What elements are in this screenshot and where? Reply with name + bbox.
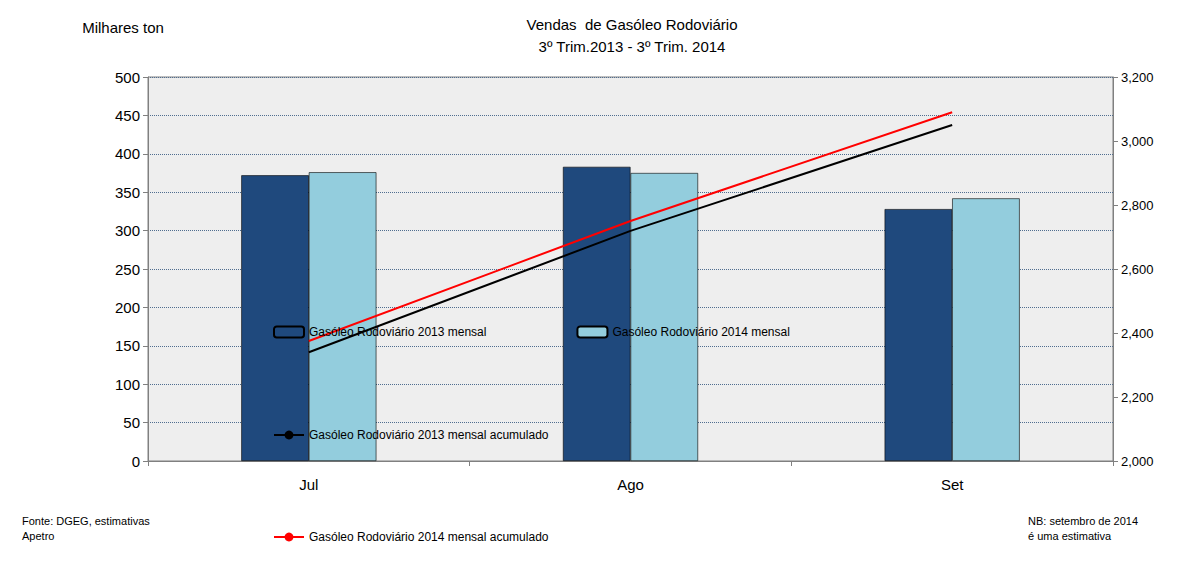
- svg-text:2,800: 2,800: [1121, 198, 1154, 213]
- svg-text:3,000: 3,000: [1121, 134, 1154, 149]
- svg-text:Fonte: DGEG, estimativas: Fonte: DGEG, estimativas: [22, 515, 150, 527]
- svg-text:NB: setembro de 2014: NB: setembro de 2014: [1028, 515, 1138, 527]
- svg-text:Gasóleo Rodoviário 2014 mensal: Gasóleo Rodoviário 2014 mensal acumulado: [309, 530, 549, 544]
- svg-text:3º Trim.2013 - 3º Trim. 2014: 3º Trim.2013 - 3º Trim. 2014: [539, 38, 726, 55]
- svg-text:500: 500: [115, 69, 140, 86]
- svg-text:2,600: 2,600: [1121, 262, 1154, 277]
- svg-text:450: 450: [115, 107, 140, 124]
- svg-text:Gasóleo Rodoviário 2013 mensal: Gasóleo Rodoviário 2013 mensal: [309, 325, 486, 339]
- svg-text:100: 100: [115, 376, 140, 393]
- svg-text:Apetro: Apetro: [22, 530, 54, 542]
- svg-text:Milhares ton: Milhares ton: [82, 19, 164, 36]
- svg-text:Gasóleo Rodoviário 2014 mensal: Gasóleo Rodoviário 2014 mensal: [612, 325, 789, 339]
- svg-text:200: 200: [115, 299, 140, 316]
- svg-text:Ago: Ago: [617, 476, 644, 493]
- svg-text:2,000: 2,000: [1121, 454, 1154, 469]
- svg-text:Jul: Jul: [299, 476, 318, 493]
- svg-text:Vendas de Gasóleo Rodoviário: Vendas de Gasóleo Rodoviário: [527, 16, 738, 33]
- svg-text:150: 150: [115, 337, 140, 354]
- svg-text:2,400: 2,400: [1121, 326, 1154, 341]
- svg-text:Gasóleo Rodoviário 2013 mensal: Gasóleo Rodoviário 2013 mensal acumulado: [309, 428, 549, 442]
- svg-text:Set: Set: [941, 476, 964, 493]
- svg-text:350: 350: [115, 184, 140, 201]
- svg-text:2,200: 2,200: [1121, 390, 1154, 405]
- svg-text:400: 400: [115, 145, 140, 162]
- svg-text:é uma estimativa: é uma estimativa: [1028, 530, 1112, 542]
- svg-text:300: 300: [115, 222, 140, 239]
- svg-text:3,200: 3,200: [1121, 70, 1154, 85]
- svg-text:50: 50: [123, 414, 140, 431]
- svg-text:0: 0: [132, 453, 140, 470]
- svg-text:250: 250: [115, 261, 140, 278]
